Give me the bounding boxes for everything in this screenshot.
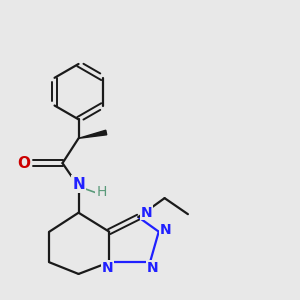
Text: O: O (17, 156, 31, 171)
Text: H: H (96, 185, 107, 199)
Text: N: N (141, 206, 152, 220)
Polygon shape (79, 130, 107, 138)
Text: N: N (102, 261, 113, 275)
Text: N: N (72, 177, 85, 192)
Text: N: N (159, 223, 171, 237)
Text: N: N (147, 261, 159, 275)
